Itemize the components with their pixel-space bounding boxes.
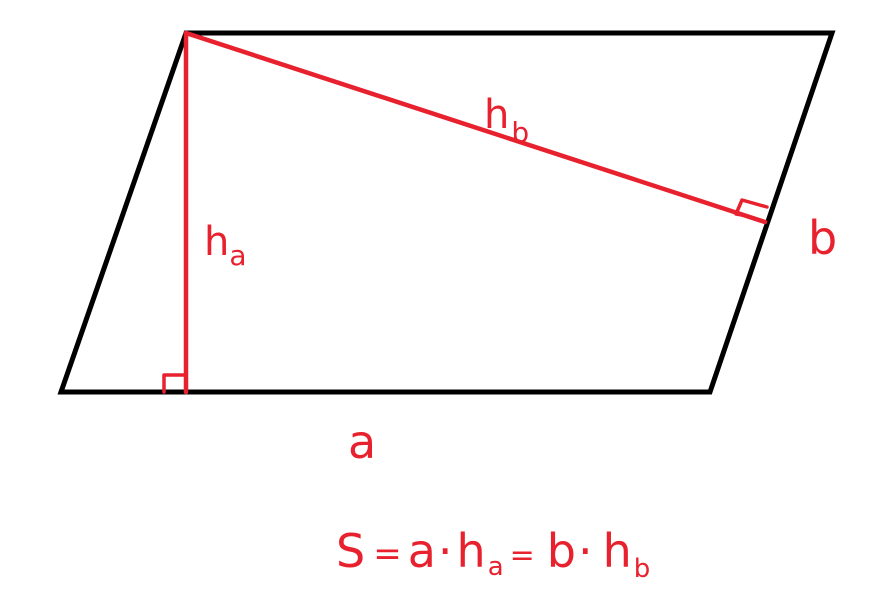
right-angle-marker-b [734,198,769,217]
side-b-label: b [808,211,837,265]
formula-term1-dot: · [438,524,453,578]
height-a-label: ha [204,219,247,272]
area-formula: S = a·ha = b· hb [336,524,650,584]
formula-term2-h: h [603,524,632,578]
height-b-label-main: h [484,92,509,138]
formula-term1-a: a [408,524,436,578]
side-a-label: a [348,415,376,469]
formula-term2-sub: b [634,554,651,584]
height-b-label: hb [484,92,529,149]
formula-eq1: = [373,534,402,574]
formula-eq2: = [510,538,535,573]
height-a-label-main: h [204,219,229,265]
formula-term1-sub: a [488,552,504,582]
formula-term1-h: h [457,524,486,578]
parallelogram [57,30,836,395]
formula-lhs: S [336,524,365,578]
formula-term2-dot: · [578,524,593,578]
height-b-label-sub: b [511,116,529,149]
height-b-line [183,30,768,225]
height-a-label-sub: a [229,239,246,272]
right-angle-marker-a [162,373,188,394]
formula-term2-b: b [547,524,576,578]
